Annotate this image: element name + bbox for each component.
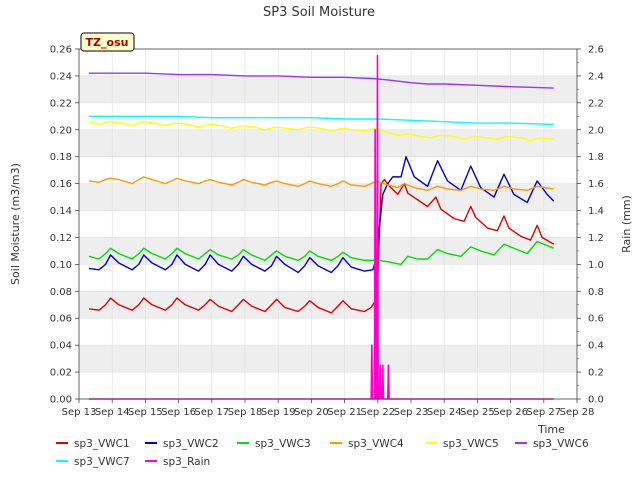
x-axis-label: Time	[537, 423, 565, 436]
y-right-tick-label: 0.0	[588, 395, 604, 406]
series-line-sp3-vwc4	[88, 176, 554, 192]
y-left-tick-label: 0.08	[50, 287, 72, 298]
y-right-tick-label: 2.2	[588, 98, 604, 109]
y-axis-left-label: Soil Moisture (m3/m3)	[9, 163, 22, 285]
legend-label: sp3_VWC7	[74, 456, 130, 468]
y-left-tick-label: 0.26	[50, 45, 72, 56]
y-left-tick-label: 0.20	[50, 125, 72, 136]
x-tick-label: Sep 22	[360, 407, 395, 418]
legend-label: sp3_VWC5	[443, 438, 499, 450]
series-line-sp3-vwc1	[88, 178, 555, 314]
y-axis-right: 0.0 0.2 0.4 0.6 0.8 1.0 1.2 1.4 1.6 1.8 2.0 2.2 2.4 2…	[577, 45, 604, 406]
legend-label: sp3_VWC1	[74, 438, 130, 450]
site-badge-box	[80, 32, 135, 52]
series-line-sp3-vwc5	[88, 120, 554, 142]
y-right-tick-label: 1.0	[588, 260, 604, 271]
legend-label: sp3_VWC3	[255, 438, 311, 450]
legend-label: sp3_VWC4	[348, 438, 404, 450]
y-right-tick-label: 1.6	[588, 179, 604, 190]
x-tick-label: Sep 23	[394, 407, 429, 418]
y-left-tick-label: 0.22	[50, 98, 72, 109]
y-axis-left: 0.00 0.02 0.04 0.06 0.08 0.10 0.12 0.14 0.16 0.18…	[50, 45, 79, 406]
y-left-tick-label: 0.06	[50, 314, 72, 325]
y-left-tick-label: 0.02	[50, 368, 72, 379]
x-tick-label: Sep 17	[194, 407, 229, 418]
series-line-sp3-vwc6	[88, 72, 554, 89]
y-right-tick-label: 2.4	[588, 71, 604, 82]
y-right-tick-label: 0.2	[588, 368, 604, 379]
legend: sp3_VWC1 sp3_VWC2 sp3_VWC3 sp3_VWC4 sp3_VWC5…	[56, 438, 589, 468]
x-tick-label: Sep 14	[95, 407, 130, 418]
grid-band	[79, 345, 577, 373]
grid-band	[79, 75, 577, 103]
site-badge: TZ_osu	[80, 32, 135, 52]
y-left-tick-label: 0.10	[50, 260, 72, 271]
legend-label: sp3_VWC2	[163, 438, 219, 450]
y-right-tick-label: 0.4	[588, 341, 604, 352]
x-tick-label: Sep 19	[261, 407, 296, 418]
plot-area	[79, 49, 577, 399]
y-axis-right-label: Rain (mm)	[620, 195, 633, 253]
y-left-tick-label: 0.14	[50, 206, 72, 217]
y-left-tick-label: 0.24	[50, 71, 72, 82]
y-right-tick-label: 2.0	[588, 125, 604, 136]
chart-title: SP3 Soil Moisture	[263, 5, 375, 20]
x-tick-label: Sep 24	[427, 407, 462, 418]
y-left-tick-label: 0.04	[50, 341, 72, 352]
site-badge-label: TZ_osu	[86, 36, 129, 49]
plot-background	[78, 48, 578, 400]
y-left-tick-label: 0.18	[50, 152, 72, 163]
y-right-tick-label: 1.8	[588, 152, 604, 163]
x-tick-label: Sep 16	[161, 407, 196, 418]
x-tick-label: Sep 26	[493, 407, 528, 418]
legend-label: sp3_VWC6	[533, 438, 589, 450]
x-tick-label: Sep 20	[294, 407, 329, 418]
y-left-tick-label: 0.12	[50, 233, 72, 244]
y-right-tick-label: 1.2	[588, 233, 604, 244]
legend-label: sp3_Rain	[163, 456, 210, 468]
x-tick-label: Sep 28	[560, 407, 595, 418]
y-right-tick-label: 0.6	[588, 314, 604, 325]
series-line-sp3-vwc3	[88, 240, 555, 266]
grid-band	[79, 237, 577, 265]
grid-band	[79, 291, 577, 319]
grid-band	[79, 129, 577, 157]
x-tick-label: Sep 18	[228, 407, 263, 418]
y-right-tick-label: 2.6	[588, 45, 604, 56]
y-right-tick-label: 0.8	[588, 287, 604, 298]
y-left-tick-label: 0.00	[50, 395, 72, 406]
x-tick-label: Sep 13	[62, 407, 97, 418]
y-left-tick-label: 0.16	[50, 179, 72, 190]
x-tick-label: Sep 27	[526, 407, 561, 418]
x-tick-label: Sep 25	[460, 407, 495, 418]
series-line-sp3-vwc7	[88, 115, 554, 126]
x-tick-label: Sep 15	[128, 407, 163, 418]
x-tick-label: Sep 21	[327, 407, 362, 418]
y-right-tick-label: 1.4	[588, 206, 604, 217]
